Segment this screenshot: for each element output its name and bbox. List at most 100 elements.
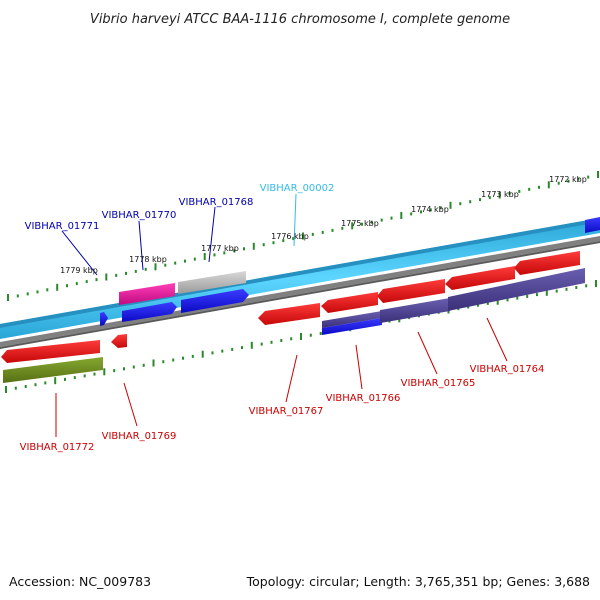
gene-feature-01765-navy[interactable] [380, 298, 450, 323]
tick-minor [280, 339, 283, 342]
gene-label-01765[interactable]: VIBHAR_01765 [401, 378, 476, 389]
tick-minor [24, 385, 27, 388]
tick-label-1774: 1774 kbp [411, 205, 449, 214]
tick-minor [34, 383, 37, 387]
tick-minor [93, 372, 96, 376]
tick-major [154, 263, 157, 271]
gene-feature-01764-a[interactable] [445, 266, 515, 290]
gene-label-01772[interactable]: VIBHAR_01772 [20, 442, 95, 453]
gene-feature-01765[interactable] [377, 279, 445, 303]
tick-minor [233, 249, 236, 253]
tick-minor [123, 367, 125, 371]
tick-minor [459, 202, 462, 206]
tick-minor [95, 278, 98, 282]
tick-major [54, 377, 57, 385]
tick-minor [193, 257, 196, 261]
tick-minor [557, 181, 560, 185]
tick-minor [528, 187, 531, 191]
tick-major [597, 171, 599, 178]
gene-feature-01766-navy[interactable] [322, 311, 382, 328]
tick-major [7, 294, 9, 301]
tick-major [105, 273, 108, 281]
tick-minor [26, 292, 29, 296]
tick-minor [585, 284, 588, 288]
gene-label-01767[interactable]: VIBHAR_01767 [249, 406, 324, 417]
tick-minor [565, 287, 568, 291]
gene-feature-01764-b[interactable] [514, 251, 580, 275]
tick-minor [508, 191, 511, 195]
tick-minor [16, 294, 19, 298]
tick-minor [113, 369, 116, 373]
tick-minor [331, 228, 334, 232]
connector-01765 [417, 331, 438, 375]
connector-01766 [355, 344, 363, 390]
gene-label-01768[interactable]: VIBHAR_01768 [179, 197, 254, 208]
gene-feature-01772-olive[interactable] [3, 357, 103, 383]
tick-minor [567, 179, 570, 183]
tick-minor [429, 208, 432, 212]
tick-minor [184, 259, 186, 263]
chromosome-band-edge [0, 218, 600, 328]
tick-minor [231, 347, 234, 351]
gene-feature-01768-gray[interactable] [178, 271, 246, 294]
tick-minor [182, 356, 184, 360]
gene-feature-01768-blue[interactable] [181, 289, 249, 313]
tick-minor [132, 365, 135, 369]
tick-major [547, 181, 550, 189]
tick-label-1773: 1773 kbp [481, 190, 519, 199]
tick-minor [506, 298, 509, 302]
tick-minor [321, 230, 324, 234]
gene-feature-01764-navy[interactable] [448, 268, 585, 311]
tick-major [250, 341, 253, 349]
tick-scale-lower [5, 280, 597, 393]
gene-feature-01766[interactable] [321, 292, 378, 313]
gene-feature-01772[interactable] [1, 340, 100, 363]
tick-minor [115, 273, 118, 277]
tick-labels: 1779 kbp 1778 kbp 1777 kbp 1776 kbp 1775… [60, 175, 587, 275]
tick-major [56, 283, 59, 291]
tick-minor [64, 377, 66, 381]
tick-minor [142, 363, 145, 367]
tick-minor [125, 271, 127, 275]
tick-minor [73, 376, 76, 380]
tick-minor [172, 358, 175, 362]
tick-major [5, 386, 7, 393]
gene-feature-01767[interactable] [258, 303, 320, 325]
gene-feature-01771[interactable] [122, 302, 177, 322]
tick-minor [516, 296, 519, 300]
connector-01770 [138, 220, 144, 271]
tick-minor [44, 381, 47, 385]
tick-major [201, 350, 204, 358]
tick-minor [134, 269, 137, 273]
tick-minor [410, 212, 413, 216]
gene-label-01764[interactable]: VIBHAR_01764 [470, 364, 545, 375]
tick-minor [272, 241, 275, 245]
gene-label-01770[interactable]: VIBHAR_01770 [102, 210, 177, 221]
tick-minor [36, 290, 39, 294]
gene-feature-01766-blue[interactable] [322, 318, 382, 335]
tick-minor [292, 237, 295, 241]
gene-label-01771[interactable]: VIBHAR_01771 [25, 221, 100, 232]
tick-major [252, 242, 255, 250]
backbone-line [0, 236, 600, 347]
tick-major [302, 232, 304, 240]
tick-minor [575, 286, 578, 289]
tick-minor [211, 351, 214, 355]
tick-minor [46, 288, 49, 292]
tick-label-1777: 1777 kbp [201, 244, 239, 253]
gene-label-00002[interactable]: VIBHAR_00002 [260, 183, 335, 194]
gene-label-01766[interactable]: VIBHAR_01766 [326, 393, 401, 404]
tick-minor [144, 267, 147, 271]
gene-feature-blue-edge[interactable] [585, 217, 600, 233]
gene-label-01769[interactable]: VIBHAR_01769 [102, 431, 177, 442]
tick-minor [85, 280, 88, 284]
gene-feature-blue-small[interactable] [100, 312, 108, 326]
gene-feature-01769[interactable] [111, 334, 127, 348]
tick-minor [191, 354, 194, 358]
tick-minor [439, 206, 442, 210]
tick-minor [420, 210, 422, 214]
tick-minor [75, 282, 78, 286]
gene-feature-01770[interactable] [119, 283, 175, 305]
tick-major [545, 288, 548, 296]
